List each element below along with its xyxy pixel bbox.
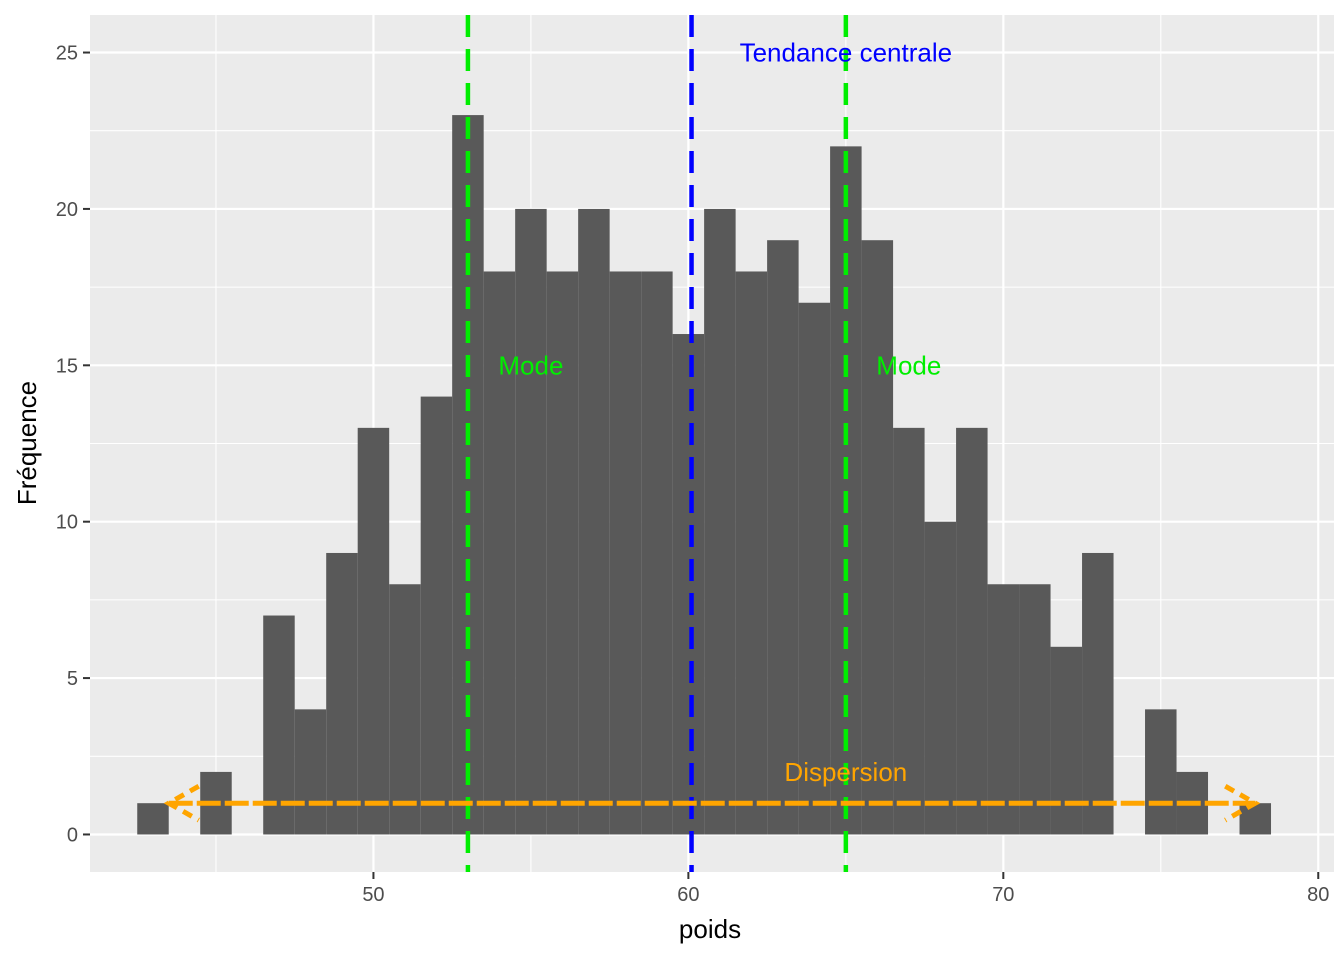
histogram-bar bbox=[263, 615, 295, 835]
x-tick-label: 50 bbox=[362, 884, 384, 906]
histogram-bar bbox=[641, 271, 673, 835]
histogram-bar bbox=[672, 334, 705, 835]
y-tick-label: 0 bbox=[67, 824, 78, 846]
y-tick-label: 20 bbox=[56, 199, 78, 221]
x-tick-label: 70 bbox=[992, 884, 1014, 906]
histogram-bar bbox=[357, 427, 390, 835]
histogram-bar bbox=[1019, 584, 1051, 835]
x-tick-label: 80 bbox=[1307, 884, 1329, 906]
dispersion-arrow-head-left bbox=[163, 784, 200, 823]
histogram-bar bbox=[798, 302, 831, 835]
y-tick-label: 15 bbox=[56, 355, 78, 377]
histogram-bar bbox=[704, 208, 736, 835]
histogram-bar bbox=[767, 240, 799, 835]
y-tick-label: 25 bbox=[56, 43, 78, 65]
histogram-bar bbox=[609, 271, 642, 835]
reference-lines bbox=[465, 15, 849, 872]
y-tick-label: 10 bbox=[56, 512, 78, 534]
histogram-bar bbox=[1050, 646, 1083, 835]
histogram-bar bbox=[1082, 552, 1114, 835]
histogram-bar bbox=[861, 240, 894, 835]
axes: 50 60 70 80 0 5 10 15 20 25 bbox=[56, 43, 1330, 906]
histogram-bar bbox=[137, 803, 169, 835]
x-axis-title: poids bbox=[679, 914, 741, 944]
histogram-bar bbox=[515, 208, 547, 835]
histogram-bar bbox=[294, 709, 327, 835]
histogram-bar bbox=[483, 271, 516, 835]
histogram-bar bbox=[1145, 709, 1177, 835]
histogram-bar bbox=[389, 584, 421, 835]
histogram-bar bbox=[420, 396, 453, 835]
x-tick-label: 60 bbox=[677, 884, 699, 906]
annotations: Tendance centrale Mode Mode Dispersion bbox=[498, 38, 952, 787]
annotation-label: Tendance centrale bbox=[740, 38, 952, 68]
histogram-bar bbox=[956, 427, 988, 835]
histogram-bar bbox=[546, 271, 579, 835]
histogram-bar bbox=[578, 208, 610, 835]
annotation-label: Dispersion bbox=[784, 757, 907, 787]
y-axis-title: Fréquence bbox=[12, 381, 42, 505]
histogram-bar bbox=[924, 521, 957, 835]
histogram-bars bbox=[137, 115, 1272, 835]
histogram-bar bbox=[735, 271, 768, 835]
histogram-bar bbox=[987, 584, 1020, 835]
histogram-bar bbox=[1239, 803, 1272, 835]
annotation-label: Mode bbox=[498, 350, 563, 380]
dispersion-arrow-head-right bbox=[1224, 784, 1261, 823]
y-tick-label: 5 bbox=[67, 668, 78, 690]
histogram-bar bbox=[326, 552, 358, 835]
dispersion-arrow bbox=[163, 784, 1261, 823]
annotation-label: Mode bbox=[876, 350, 941, 380]
histogram-bar bbox=[893, 427, 925, 835]
